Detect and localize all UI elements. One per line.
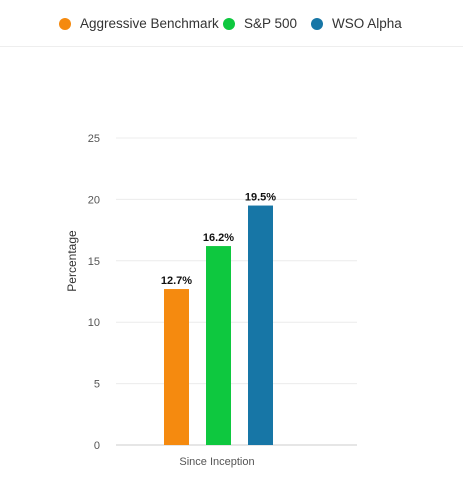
x-tick-label: Since Inception (179, 456, 254, 468)
y-axis-ticks: 0 5 10 15 20 25 (88, 133, 100, 452)
legend-item-sp500[interactable]: S&P 500 (223, 16, 297, 31)
y-tick-label: 25 (88, 133, 100, 145)
y-tick-label: 15 (88, 256, 100, 268)
data-label: 12.7% (161, 275, 192, 287)
y-tick-label: 5 (94, 379, 100, 391)
legend-label: S&P 500 (244, 16, 298, 31)
y-tick-label: 20 (88, 194, 100, 206)
data-label: 19.5% (245, 192, 276, 204)
legend-marker-icon (223, 17, 235, 30)
y-tick-label: 0 (94, 440, 100, 452)
data-label: 16.2% (203, 232, 234, 244)
y-tick-label: 10 (88, 317, 100, 329)
bars (164, 205, 273, 445)
legend-marker-icon (59, 17, 71, 30)
data-labels: 12.7% 16.2% 19.5% (161, 192, 276, 288)
bar-wso-alpha[interactable] (248, 205, 273, 445)
chart-legend: Aggressive Benchmark S&P 500 WSO Alpha (0, 0, 463, 47)
bar-aggressive-benchmark[interactable] (164, 289, 189, 445)
grid-lines (116, 137, 357, 446)
legend-label: Aggressive Benchmark (80, 16, 219, 31)
legend-item-wso-alpha[interactable]: WSO Alpha (311, 16, 402, 31)
legend-marker-icon (311, 17, 323, 30)
bar-s-p-500[interactable] (206, 246, 231, 445)
legend-item-aggressive-benchmark[interactable]: Aggressive Benchmark (59, 16, 219, 31)
y-axis-label: Percentage (65, 230, 79, 292)
legend-label: WSO Alpha (332, 16, 402, 31)
